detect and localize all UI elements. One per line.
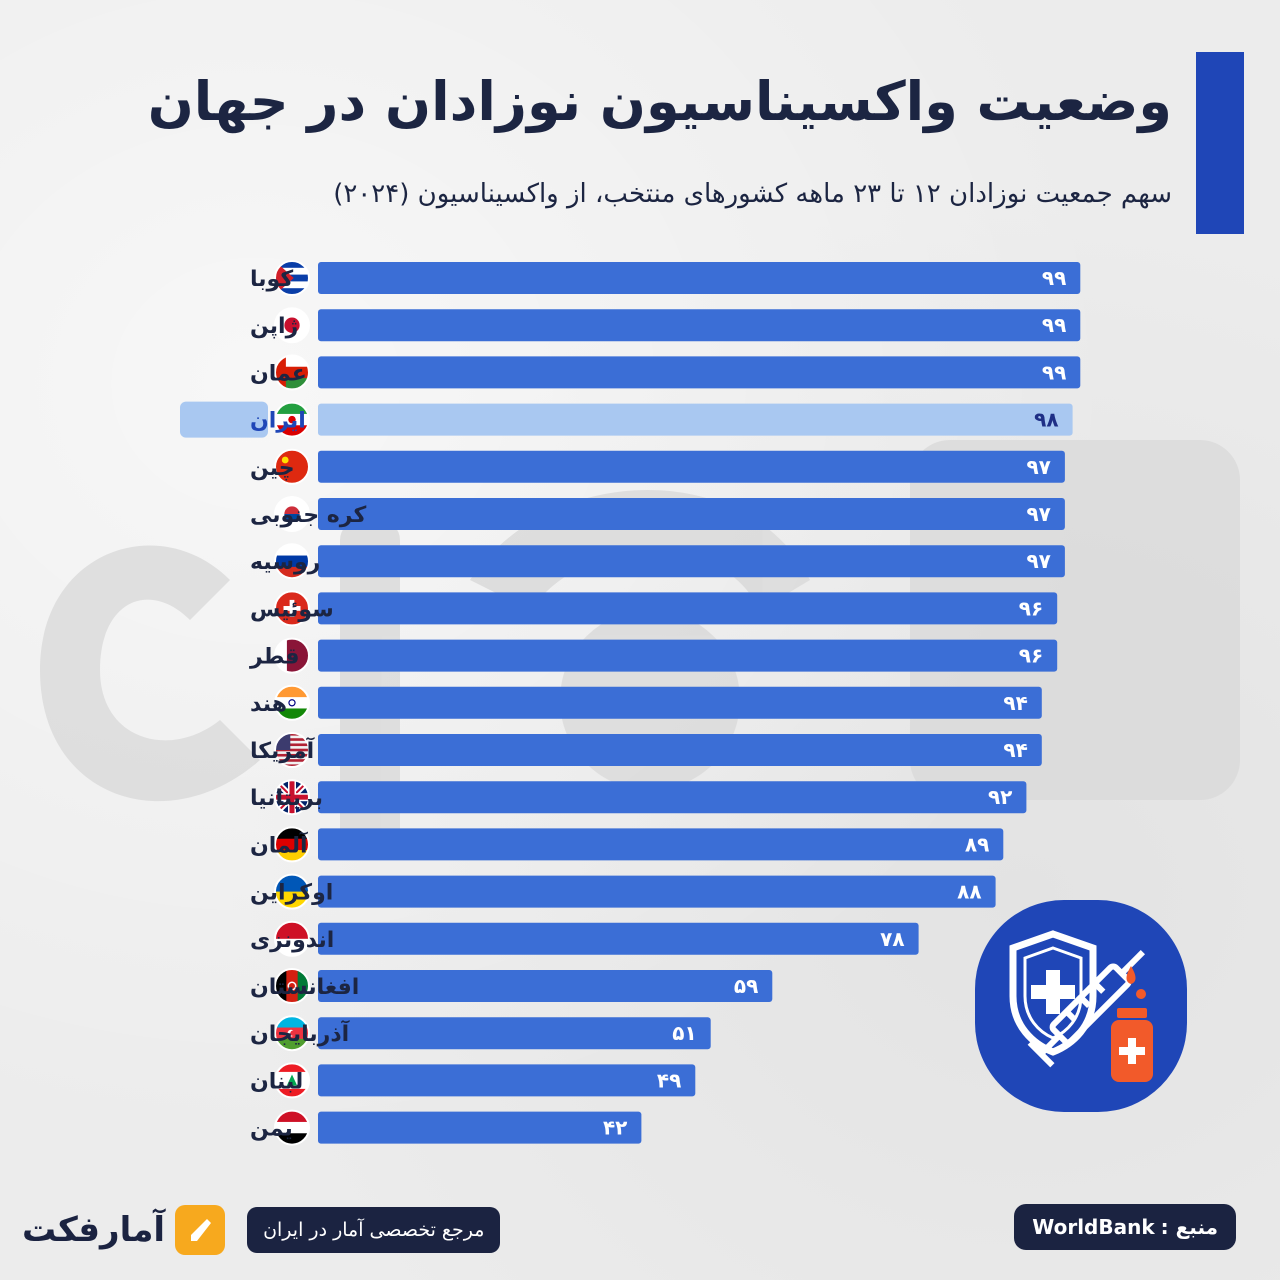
bar — [318, 922, 919, 955]
category-label: هند — [250, 692, 287, 717]
bar-value-label: ۹۶ — [1019, 596, 1043, 620]
azerbaijan-flag-icon — [275, 1016, 309, 1051]
category-label: بریتانیا — [250, 786, 323, 811]
category-label: آذربایجان — [250, 1019, 350, 1047]
category-label: اندونزی — [250, 928, 334, 953]
iran-flag-icon — [275, 402, 309, 437]
category-label: کوبا — [250, 267, 293, 292]
bar-value-label: ۹۷ — [1026, 549, 1050, 573]
category-label: عمان — [250, 361, 307, 386]
bar — [318, 1064, 696, 1097]
ukraine-flag-icon — [275, 874, 309, 909]
bar — [318, 545, 1065, 578]
bar-value-label: ۸۹ — [965, 832, 989, 856]
category-label: سوئیس — [250, 597, 334, 622]
bar-value-label: ۹۹ — [1042, 313, 1066, 337]
germany-flag-icon — [275, 827, 309, 862]
bar — [318, 450, 1065, 483]
indonesia-flag-icon — [275, 921, 309, 956]
category-label: یمن — [250, 1117, 293, 1142]
category-label: ایران — [250, 409, 306, 434]
bar-value-label: ۵۱ — [672, 1021, 696, 1045]
bar — [318, 828, 1004, 861]
brand-block: آمارفکت مرجع تخصصی آمار در ایران — [22, 1200, 501, 1260]
category-label: چین — [250, 456, 295, 481]
bar — [318, 262, 1081, 294]
bar-value-label: ۹۴ — [1003, 738, 1027, 762]
bar-value-label: ۵۹ — [734, 974, 758, 998]
cuba-flag-icon — [275, 261, 309, 295]
bar — [318, 781, 1027, 814]
bar — [318, 309, 1081, 342]
oman-flag-icon — [275, 355, 309, 390]
category-label: آمریکا — [250, 736, 315, 764]
bar-value-label: ۹۸ — [1034, 408, 1058, 432]
russia-flag-icon — [275, 544, 309, 579]
bar-value-label: ۷۸ — [880, 927, 904, 951]
category-label: لبنان — [250, 1069, 303, 1094]
category-label: ژاپن — [250, 314, 298, 339]
bar — [318, 686, 1042, 719]
title-accent-bar — [1196, 52, 1244, 234]
usa-flag-icon — [275, 733, 309, 767]
bar-value-label: ۹۴ — [1003, 691, 1027, 715]
bar — [318, 970, 773, 1002]
bar-value-label: ۴۹ — [657, 1068, 681, 1092]
bar-value-label: ۹۹ — [1042, 266, 1066, 290]
source-badge: منبع : WorldBank — [1014, 1204, 1236, 1250]
bar-value-label: ۹۷ — [1026, 502, 1050, 526]
bar — [318, 592, 1058, 625]
bar — [318, 403, 1073, 436]
bar-value-label: ۹۶ — [1019, 644, 1043, 668]
page-subtitle: سهم جمعیت نوزادان ۱۲ تا ۲۳ ماهه کشورهای … — [333, 179, 1172, 209]
bar-value-label: ۹۷ — [1026, 455, 1050, 479]
vaccine-badge — [975, 900, 1187, 1112]
category-label: کره جنوبی — [250, 503, 366, 528]
bar — [318, 498, 1065, 530]
afghanistan-flag-icon — [275, 969, 309, 1003]
india-flag-icon — [275, 685, 309, 720]
highlight-label-pill — [180, 401, 268, 438]
category-label: قطر — [249, 645, 300, 670]
brand-logo-text: آمارفکت — [22, 1210, 166, 1250]
brand-tagline: مرجع تخصصی آمار در ایران — [247, 1207, 501, 1253]
page-title: وضعیت واکسیناسیون نوزادان در جهان — [147, 70, 1172, 133]
brand-logo-icon — [175, 1205, 226, 1255]
category-label: افغانستان — [250, 975, 359, 1000]
source-name: WorldBank — [1032, 1215, 1155, 1239]
bar — [318, 639, 1058, 672]
bar — [318, 734, 1042, 766]
bar — [318, 1111, 642, 1144]
yemen-flag-icon — [275, 1110, 309, 1145]
bar-value-label: ۴۲ — [603, 1116, 627, 1140]
bar-value-label: ۸۸ — [957, 880, 981, 904]
vaccine-shield-syringe-icon — [1009, 930, 1153, 1082]
bar-value-label: ۹۹ — [1042, 360, 1066, 384]
source-label: منبع : — [1160, 1215, 1218, 1239]
category-label: روسیه — [250, 550, 320, 575]
category-label: آلمان — [250, 830, 308, 858]
bar-value-label: ۹۲ — [988, 785, 1012, 809]
category-label: اوکراین — [250, 881, 333, 906]
bar — [318, 875, 996, 908]
bar — [318, 1017, 711, 1050]
bar — [318, 356, 1081, 389]
